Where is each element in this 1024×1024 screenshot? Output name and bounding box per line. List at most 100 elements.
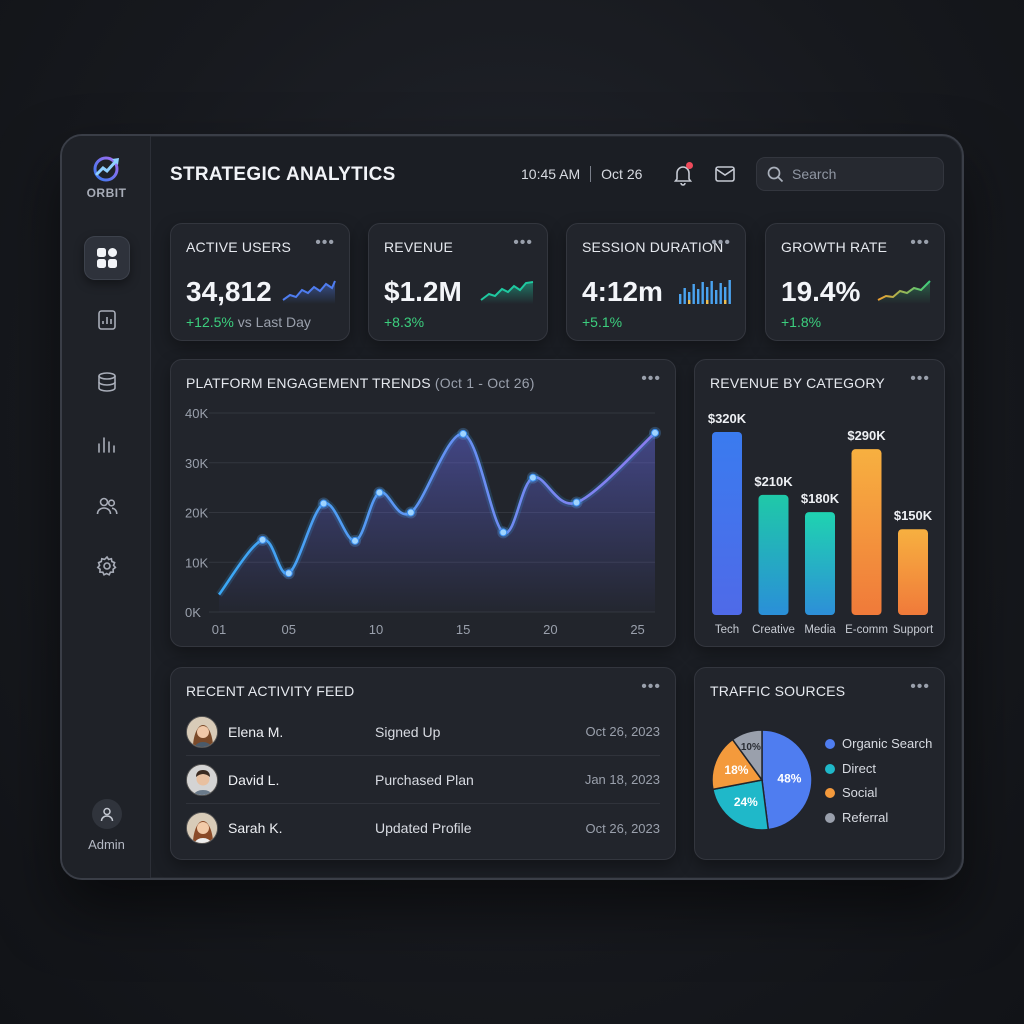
revenue-by-category-card: REVENUE BY CATEGORY ••• $320K Tech $210K Cr… [694,359,945,647]
pie-value-label: 48% [777,771,801,785]
more-options-button[interactable]: ••• [513,234,533,251]
pie-slice [731,729,763,783]
kpi-card-active-users[interactable]: ACTIVE USERS ••• 34,812 +12.5% vs Last D… [170,223,350,341]
data-point [284,569,293,578]
x-tick-label: 05 [282,622,296,637]
search-icon [767,166,784,182]
logo-text: ORBIT [86,186,127,200]
y-tick-label: 0K [185,605,201,620]
messages-button[interactable] [713,162,737,186]
search-input[interactable] [792,166,932,182]
data-point [258,535,267,544]
bar [898,529,928,615]
kpi-delta: +8.3% [384,314,424,330]
nav-dashboard[interactable] [84,236,130,280]
x-tick-label: 20 [543,622,557,637]
bar [851,449,882,615]
kpi-card-revenue[interactable]: REVENUE ••• $1.2M +8.3% [368,223,548,341]
kpi-label: SESSION DURATION [582,239,724,255]
nav-reports[interactable] [84,298,130,342]
current-date: Oct 26 [601,166,643,182]
pie-value-label: 24% [734,795,758,809]
bar [805,512,835,615]
sidebar: ORBIT [62,136,151,878]
data-point [572,498,581,507]
main-content: STRATEGIC ANALYTICS 10:45 AM Oct 26 ACTI… [151,136,962,878]
legend-label: Referral [842,810,889,825]
more-options-button[interactable]: ••• [315,234,335,251]
bar-category-label: E-comm [845,624,888,636]
chart-title: REVENUE BY CATEGORY [710,375,885,391]
search-box[interactable] [756,157,944,191]
feed-action: Updated Profile [375,820,472,836]
kpi-value: 4:12m [582,276,663,307]
nav-analytics[interactable] [84,422,130,466]
legend-swatch [825,738,835,749]
traffic-pie-chart[interactable]: 48% 24% 18% 10% [695,668,946,861]
data-point [375,488,384,497]
app-window: ORBIT [60,134,964,880]
revenue-bar-chart[interactable]: $320K Tech $210K Creative $180K Media $290K E-c… [695,360,946,648]
pie-value-label: 10% [741,742,761,753]
y-tick-label: 20K [185,506,208,521]
x-tick-label: 25 [630,622,644,637]
legend-label: Social [842,785,878,800]
bar-value-label: $320K [708,411,747,426]
pie-slice [761,729,813,831]
more-options-button[interactable]: ••• [910,370,930,387]
feed-row[interactable]: Elena M. Signed Up Oct 26, 2023 [186,708,660,756]
bar-chart-icon [98,437,115,453]
orbit-logo-icon [93,156,119,182]
activity-feed-card: RECENT ACTIVITY FEED ••• Elena M. Signed… [170,667,676,860]
chart-title-text: PLATFORM ENGAGEMENT TRENDS [186,375,431,391]
more-options-button[interactable]: ••• [711,234,731,251]
more-options-button[interactable]: ••• [641,678,661,695]
nav-database[interactable] [84,360,130,404]
clock: 10:45 AM Oct 26 [521,166,642,182]
kpi-delta: +5.1% [582,314,622,330]
mail-icon [715,166,735,182]
more-options-button[interactable]: ••• [641,370,661,387]
bar-category-label: Creative [752,624,795,636]
bar-value-label: $290K [847,428,886,443]
more-options-button[interactable]: ••• [910,234,930,251]
nav-settings[interactable] [84,544,130,588]
traffic-sources-card: TRAFFIC SOURCES ••• 48% 24% 18% 10% Organic… [694,667,945,860]
feed-user-name: Sarah K. [228,820,283,836]
kpi-delta-value: +1.8% [781,314,822,330]
avatar [186,763,218,796]
sparkline [282,280,336,304]
bell-icon [673,166,693,186]
notifications-button[interactable] [671,162,695,186]
pie-value-label: 18% [724,763,748,777]
data-point [406,508,415,517]
kpi-value: 19.4% [781,276,861,307]
kpi-delta-note: vs Last Day [233,314,311,330]
data-point [459,429,468,438]
avatar [186,812,218,844]
admin-profile[interactable]: Admin [62,799,151,852]
engagement-line-chart[interactable]: 0K 10K 20K 30K 40K 01 05 10 15 20 25 [171,360,677,648]
feed-action: Purchased Plan [375,771,474,788]
y-tick-label: 10K [185,555,208,570]
legend-swatch [825,787,835,798]
kpi-value: 34,812 [186,276,272,307]
legend-social: Social [825,785,877,800]
feed-row[interactable]: Sarah K. Updated Profile Oct 26, 2023 [186,804,660,852]
legend-organic-search: Organic Search [825,736,932,751]
x-tick-label: 15 [456,622,470,637]
kpi-label: ACTIVE USERS [186,239,292,255]
legend-label: Organic Search [842,736,933,751]
sparkline-bars [679,280,731,304]
feed-title: RECENT ACTIVITY FEED [186,683,355,699]
feed-row[interactable]: David L. Purchased Plan Jan 18, 2023 [186,756,660,804]
more-options-button[interactable]: ••• [910,678,930,695]
report-icon [98,310,116,330]
nav-users[interactable] [84,484,130,528]
legend-swatch [825,812,835,823]
kpi-card-session-duration[interactable]: SESSION DURATION ••• 4:12m +5.1% [566,223,746,341]
kpi-card-growth-rate[interactable]: GROWTH RATE ••• 19.4% +1.8% [765,223,945,341]
feed-date: Jan 18, 2023 [584,772,660,787]
dashboard-icon [97,248,117,268]
kpi-label: GROWTH RATE [781,239,888,255]
